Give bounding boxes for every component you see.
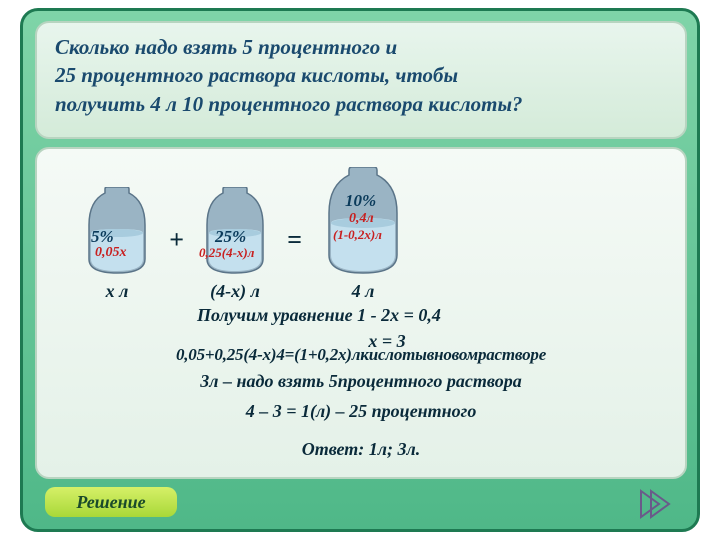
flask-row: 5% 0,05х х л + 25% 0,25(4-х)л (4-х) л = [77,167,497,297]
flask-2: 25% 0,25(4-х)л (4-х) л [195,187,275,302]
problem-line2: 25 процентного раствора кислоты, чтобы [55,63,458,87]
solution-label: Решение [45,487,177,517]
problem-line3: получить 4 л 10 процентного раствора кис… [55,92,523,116]
line-3l: 3л – надо взять 5процентного раствора [37,371,685,392]
plus-operator: + [169,225,184,255]
flask-2-acid: 0,25(4-х)л [199,245,254,261]
problem-statement-box: Сколько надо взять 5 процентного и 25 пр… [35,21,687,139]
flask-3-percent: 10% [345,191,376,211]
flask-3-label: 4 л [315,281,411,302]
line-4minus3: 4 – 3 = 1(л) – 25 процентного [37,401,685,422]
problem-text: Сколько надо взять 5 процентного и 25 пр… [55,33,667,118]
flask-2-label: (4-х) л [195,281,275,302]
flask-1-percent: 5% [91,227,114,247]
flask-2-percent: 25% [215,227,246,247]
equals-operator: = [287,225,302,255]
flask-3-acid-top: 0,4л [349,211,374,227]
next-button[interactable] [637,487,675,521]
flask-1: 5% 0,05х х л [77,187,157,302]
flask-1-label: х л [77,281,157,302]
flask-3-acid-bottom: (1-0,2х)л [333,227,382,243]
slide-frame: Сколько надо взять 5 процентного и 25 пр… [20,8,700,532]
flask-3: 10% 0,4л (1-0,2х)л 4 л [315,167,411,302]
flask-icon [77,187,157,277]
chevron-right-icon [637,487,675,521]
problem-line1: Сколько надо взять 5 процентного и [55,35,397,59]
equation-intro: Получим уравнение 1 - 2х = 0,4 [97,305,637,326]
overlap-line: 0,05+0,25(4-х)4=(1+0,2х)лкислотывновомра… [37,345,685,365]
flask-1-acid: 0,05х [95,245,127,261]
answer-line: Ответ: 1л; 3л. [37,439,685,460]
solution-box: 5% 0,05х х л + 25% 0,25(4-х)л (4-х) л = [35,147,687,479]
